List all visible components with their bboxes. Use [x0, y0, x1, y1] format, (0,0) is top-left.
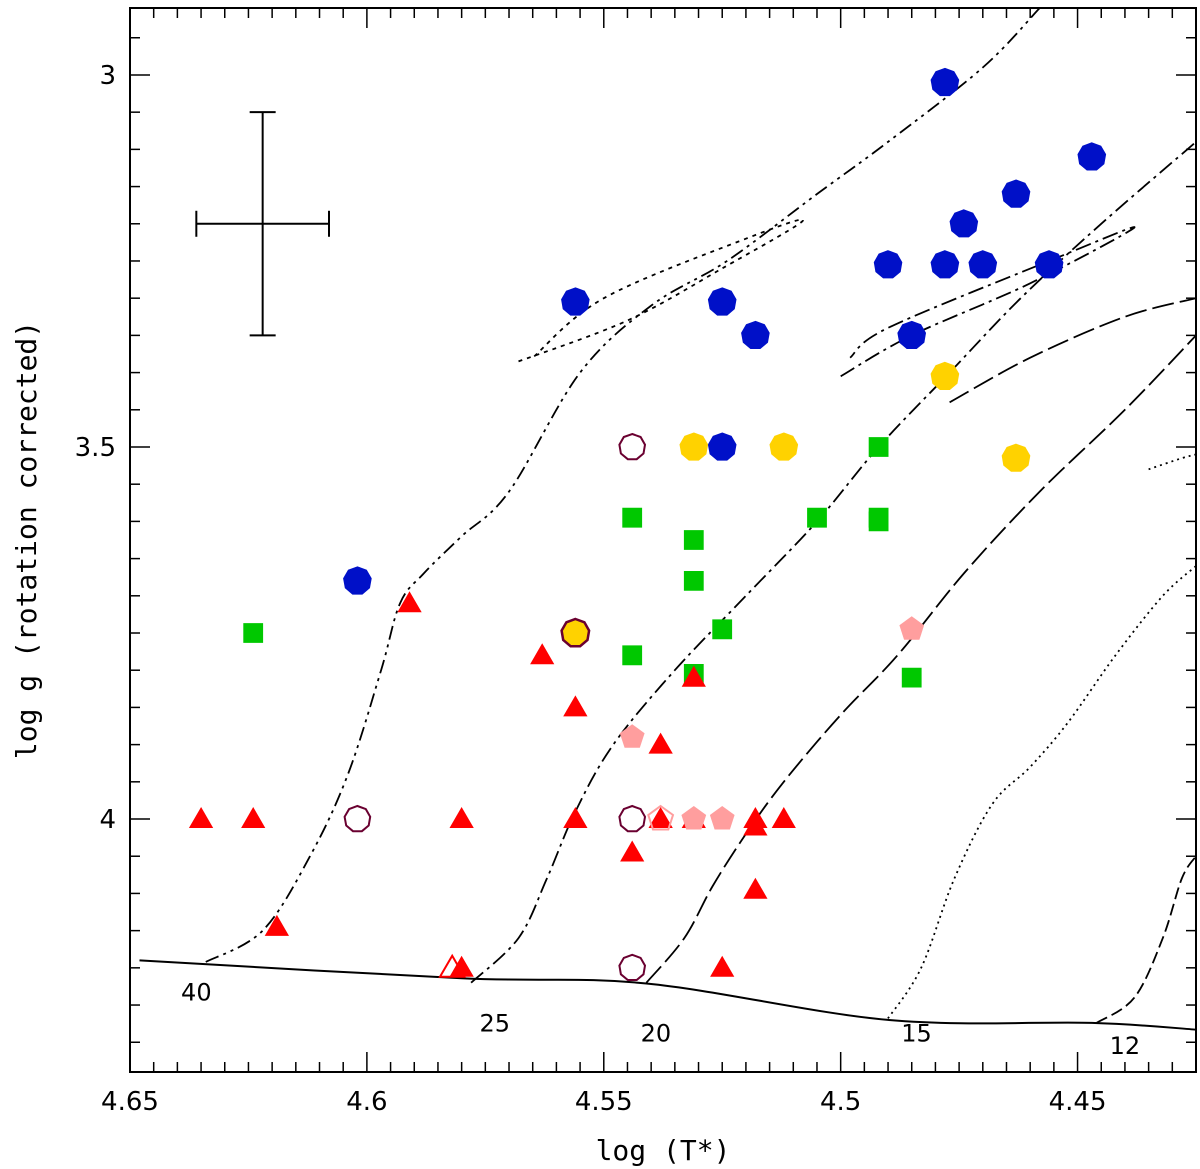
data-point-circle: [930, 361, 960, 390]
mass-label: 20: [641, 1019, 672, 1047]
data-point-square: [622, 645, 643, 666]
data-point-open-circle: [343, 804, 372, 833]
data-points: [188, 67, 1107, 981]
evolutionary-track: [470, 141, 1196, 984]
x-tick-label: 4.45: [1049, 1087, 1107, 1117]
tick-labels: 4.65 4.6 4.55 4.5 4.45 3 3.5 4: [75, 61, 1107, 1117]
data-point-circle: [769, 432, 799, 461]
data-point-square: [243, 623, 264, 643]
data-point-triangle: [449, 955, 474, 977]
data-point-circle: [707, 287, 737, 316]
data-point-circle: [679, 432, 709, 461]
data-point-circle: [561, 287, 590, 316]
x-axis-title: log (T*): [596, 1134, 731, 1167]
data-point-triangle: [241, 807, 266, 828]
data-point-open-triangle: [438, 953, 467, 978]
data-point-triangle: [264, 914, 289, 936]
data-point-circle: [343, 566, 372, 595]
data-point-triangle: [530, 643, 555, 665]
x-tick-label: 4.65: [101, 1087, 159, 1117]
data-point-open-circle: [618, 432, 647, 461]
axis-ticks: [129, 8, 1197, 1072]
mass-label: 40: [181, 978, 212, 1006]
evolutionary-track: [518, 218, 804, 363]
data-point-square: [807, 507, 827, 528]
data-point-square: [868, 511, 889, 532]
y-axis-title: log g (rotation corrected): [10, 321, 43, 759]
data-point-circle: [1001, 443, 1031, 472]
y-tick-label: 3.5: [75, 433, 116, 463]
data-point-triangle: [710, 955, 735, 977]
data-point-pentagon: [709, 806, 735, 830]
y-tick-label: 3: [99, 61, 116, 91]
data-point-triangle: [620, 840, 645, 862]
mass-label: 12: [1110, 1032, 1141, 1060]
mass-label: 25: [480, 1010, 511, 1038]
plot-frame: [129, 7, 1197, 1073]
data-point-square: [712, 619, 733, 640]
mass-label: 15: [901, 1019, 932, 1047]
data-point-square: [683, 530, 704, 550]
data-point-circle: [873, 250, 903, 279]
zams-line: [139, 959, 1196, 1031]
data-point-triangle: [743, 877, 768, 899]
evolutionary-track: [840, 226, 1136, 378]
data-point-pentagon: [619, 724, 645, 748]
evolutionary-track: [645, 334, 1196, 984]
data-point-circle: [930, 250, 960, 279]
evolutionary-track: [205, 8, 1041, 963]
x-tick-label: 4.6: [346, 1087, 387, 1117]
data-point-triangle: [648, 732, 673, 754]
data-point-square: [901, 667, 922, 688]
data-point-circle: [1034, 250, 1064, 279]
data-point-triangle: [188, 807, 214, 828]
data-point-circle: [741, 320, 770, 349]
data-point-circle: [930, 67, 960, 97]
evolutionary-tracks: [139, 8, 1196, 1031]
x-tick-label: 4.55: [575, 1087, 633, 1117]
evolutionary-track: [949, 297, 1196, 404]
data-point-pentagon: [681, 806, 707, 830]
data-point-open-circle: [618, 804, 647, 833]
data-point-triangle: [743, 814, 768, 836]
data-point-triangle: [771, 807, 796, 828]
data-point-circle: [707, 432, 737, 461]
data-point-triangle: [397, 591, 422, 613]
data-point-square: [683, 571, 704, 591]
y-tick-label: 4: [99, 805, 116, 835]
evolutionary-track: [887, 565, 1196, 1019]
data-point-circle: [1077, 142, 1107, 171]
evolutionary-track: [1148, 453, 1196, 471]
x-tick-label: 4.5: [820, 1087, 861, 1117]
data-point-circle: [968, 250, 998, 279]
data-point-circle: [560, 617, 591, 648]
data-point-open-circle: [618, 953, 647, 981]
data-point-square: [868, 437, 889, 457]
data-point-triangle: [449, 807, 474, 828]
data-point-circle: [897, 320, 927, 349]
data-point-square: [622, 507, 643, 528]
evolutionary-track: [1096, 855, 1196, 1024]
data-point-triangle: [648, 807, 673, 828]
data-point-pentagon: [899, 616, 925, 640]
error-bar: [195, 111, 330, 337]
data-point-triangle: [681, 665, 706, 687]
data-point-triangle: [563, 695, 588, 717]
data-point-circle: [1001, 179, 1031, 208]
mass-labels: 40 25 20 15 12: [181, 978, 1140, 1060]
data-point-circle: [949, 209, 979, 238]
data-point-triangle: [563, 807, 588, 828]
data-point-open-pentagon: [647, 804, 675, 831]
